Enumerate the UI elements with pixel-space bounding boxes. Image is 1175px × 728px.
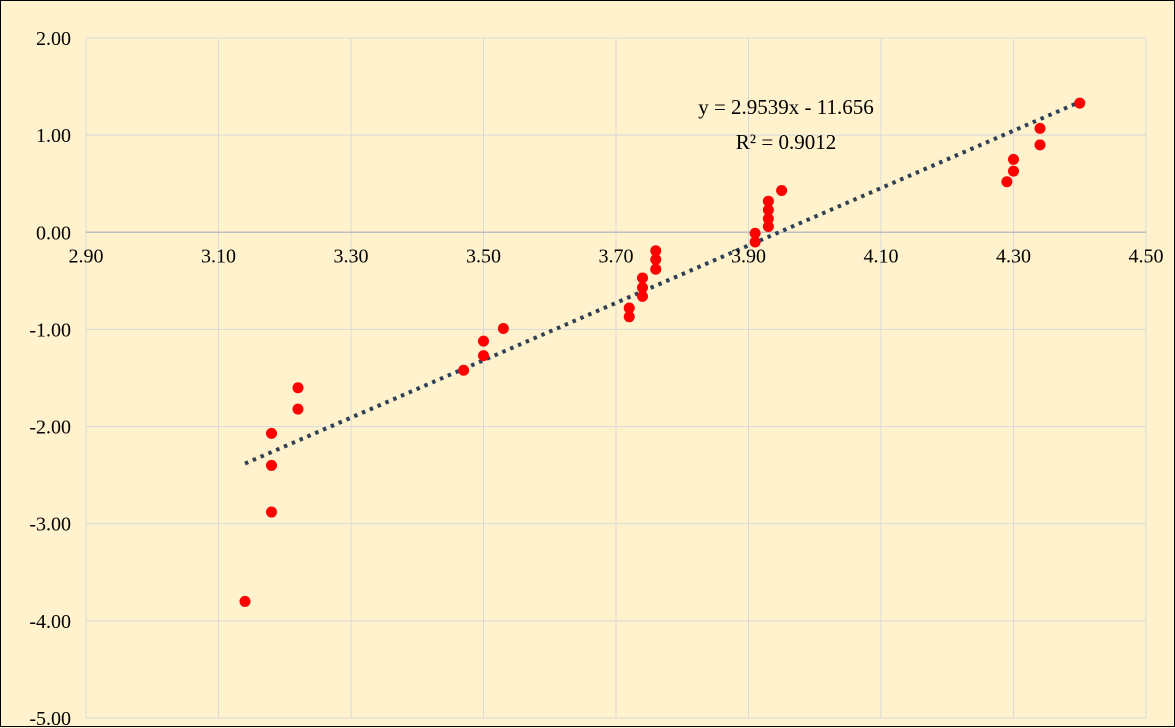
data-point	[623, 311, 635, 323]
trendline-layer	[244, 100, 1081, 466]
x-tick-label: 4.30	[996, 245, 1031, 267]
data-point	[292, 382, 304, 394]
data-point	[762, 220, 774, 232]
data-point	[637, 272, 648, 284]
data-point	[650, 245, 662, 257]
y-tick-label: 1.00	[36, 125, 71, 147]
y-tick-label: 2.00	[36, 28, 71, 50]
data-point	[266, 506, 277, 518]
data-point	[1008, 165, 1019, 177]
data-point	[1034, 122, 1046, 134]
data-point	[650, 263, 662, 275]
x-tick-label: 4.10	[864, 245, 899, 267]
y-tick-label: -2.00	[29, 417, 71, 439]
data-point	[762, 213, 774, 225]
trendline	[244, 100, 1081, 466]
data-point	[478, 335, 489, 347]
data-point	[478, 350, 489, 362]
y-tick-label: -3.00	[29, 514, 71, 536]
y-tick-label: 0.00	[36, 222, 71, 244]
data-point	[776, 185, 788, 197]
data-point	[650, 253, 662, 265]
y-tick-label: -5.00	[29, 708, 71, 728]
data-point	[266, 427, 277, 439]
trendline-r-squared: R² = 0.9012	[736, 130, 836, 154]
x-tick-label: 3.50	[466, 245, 501, 267]
data-point	[292, 403, 304, 415]
x-tick-label: 2.90	[69, 245, 104, 267]
y-tick-label: -4.00	[29, 611, 71, 633]
trendline-equation: y = 2.9539x - 11.656	[698, 95, 874, 119]
data-point	[1074, 97, 1086, 109]
data-point	[762, 204, 774, 216]
x-tick-label: 3.30	[334, 245, 369, 267]
x-tick-label: 4.50	[1129, 245, 1164, 267]
x-tick-label: 3.90	[731, 245, 766, 267]
data-point	[637, 290, 648, 302]
data-point	[1034, 139, 1046, 151]
data-point	[623, 302, 635, 314]
data-point	[458, 364, 470, 376]
data-point	[1008, 153, 1019, 165]
data-point	[239, 595, 251, 607]
data-points	[239, 97, 1086, 607]
x-tick-label: 3.70	[599, 245, 634, 267]
y-tick-label: -1.00	[29, 319, 71, 341]
data-point	[749, 236, 761, 248]
tick-labels: 2.90 3.10 3.30 3.50 3.70 3.90 4.10 4.30 4.50 2.00…	[29, 28, 1163, 728]
data-point	[762, 195, 774, 207]
x-tick-label: 3.10	[201, 245, 236, 267]
data-point	[1001, 176, 1013, 188]
data-point	[497, 322, 509, 334]
data-point	[749, 227, 761, 239]
data-point	[266, 459, 277, 471]
data-point	[637, 282, 648, 294]
